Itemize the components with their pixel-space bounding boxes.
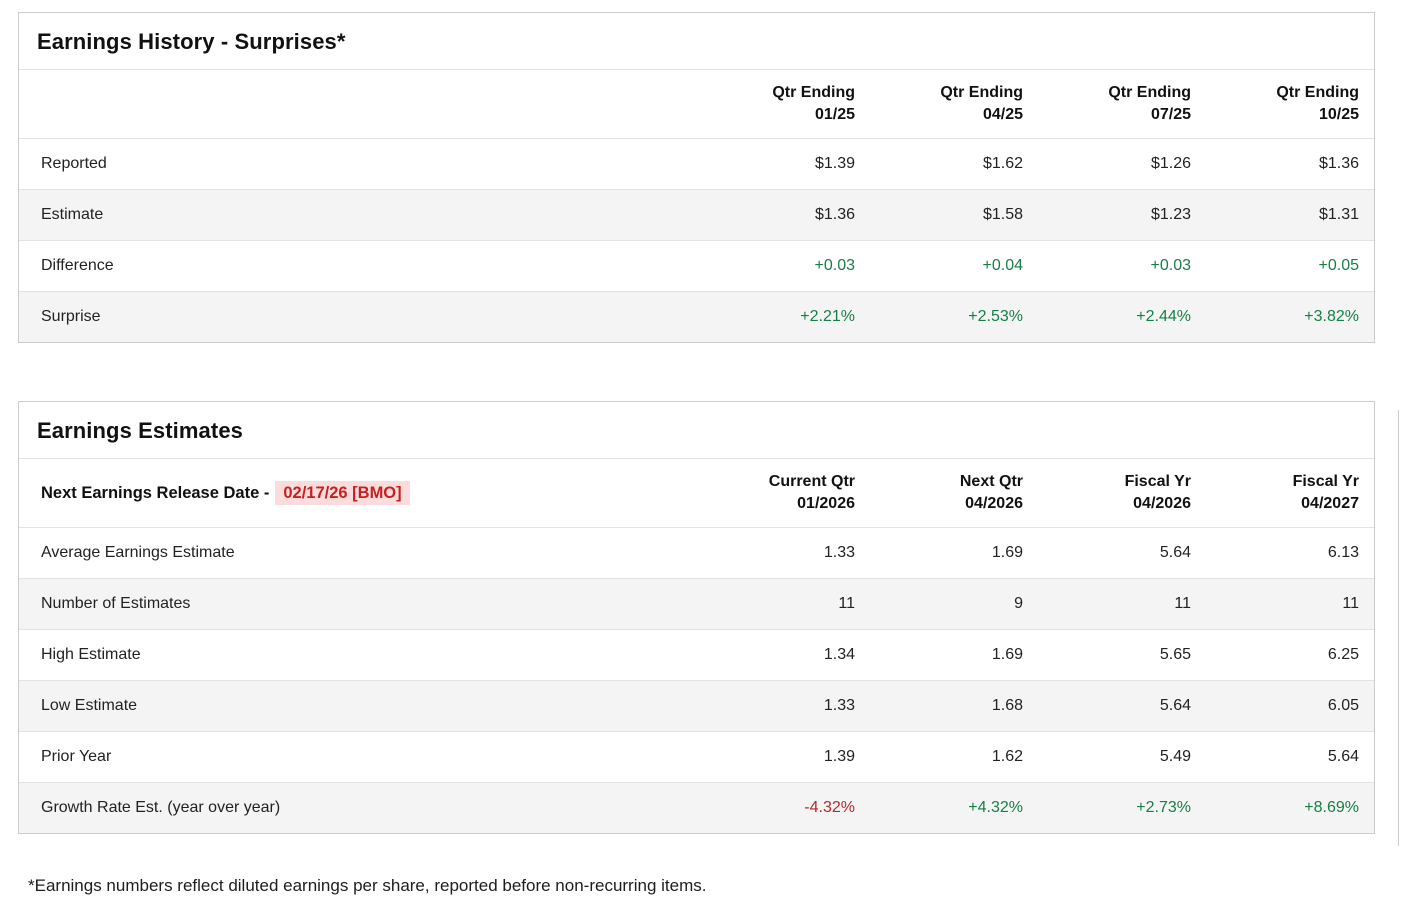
row-label: Number of Estimates — [19, 578, 702, 630]
value-cell: 1.69 — [870, 527, 1038, 579]
value-cell: 11 — [702, 578, 870, 630]
row-label: Growth Rate Est. (year over year) — [19, 782, 702, 834]
value-cell: +0.03 — [1038, 240, 1206, 292]
row-label: Low Estimate — [19, 680, 702, 732]
column-header: Next Qtr 04/2026 — [870, 458, 1038, 528]
value-cell: $1.58 — [870, 189, 1038, 241]
value-cell: 11 — [1206, 578, 1374, 630]
row-label: Reported — [19, 138, 702, 190]
value-cell: 5.65 — [1038, 629, 1206, 681]
row-label: Surprise — [19, 291, 702, 343]
table-row-reported: Reported $1.39 $1.62 $1.26 $1.36 — [19, 138, 1374, 190]
column-header: Fiscal Yr 04/2027 — [1206, 458, 1374, 528]
column-header: Qtr Ending 04/25 — [870, 68, 1038, 139]
earnings-history-title: Earnings History - Surprises* — [37, 29, 346, 54]
next-earnings-release: Next Earnings Release Date - 02/17/26 [BM… — [19, 458, 702, 528]
earnings-footnote: *Earnings numbers reflect diluted earnin… — [28, 876, 707, 896]
value-cell: -4.32% — [702, 782, 870, 834]
value-cell: 5.64 — [1038, 527, 1206, 579]
row-label: Average Earnings Estimate — [19, 527, 702, 579]
value-cell: 1.33 — [702, 680, 870, 732]
value-cell: $1.26 — [1038, 138, 1206, 190]
value-cell: $1.23 — [1038, 189, 1206, 241]
row-label: High Estimate — [19, 629, 702, 681]
value-cell: +4.32% — [870, 782, 1038, 834]
value-cell: 1.34 — [702, 629, 870, 681]
earnings-estimates-table: Next Earnings Release Date - 02/17/26 [BM… — [19, 458, 1374, 834]
value-cell: 1.68 — [870, 680, 1038, 732]
earnings-estimates-title: Earnings Estimates — [37, 418, 243, 444]
value-cell: +0.03 — [702, 240, 870, 292]
value-cell: 6.13 — [1206, 527, 1374, 579]
history-header-row: Qtr Ending 01/25 Qtr Ending 04/25 Qtr En… — [19, 68, 1374, 139]
value-cell: 9 — [870, 578, 1038, 630]
row-label: Estimate — [19, 189, 702, 241]
value-cell: $1.39 — [702, 138, 870, 190]
value-cell: +2.53% — [870, 291, 1038, 343]
page: Earnings History - Surprises* Qtr Ending… — [0, 12, 1407, 903]
row-label: Prior Year — [19, 731, 702, 783]
value-cell: +2.73% — [1038, 782, 1206, 834]
value-cell: 1.62 — [870, 731, 1038, 783]
table-row-high-estimate: High Estimate 1.34 1.69 5.65 6.25 — [19, 629, 1374, 681]
value-cell: +2.44% — [1038, 291, 1206, 343]
row-label: Difference — [19, 240, 702, 292]
value-cell: $1.36 — [1206, 138, 1374, 190]
value-cell: $1.36 — [702, 189, 870, 241]
table-row-difference: Difference +0.03 +0.04 +0.03 +0.05 — [19, 240, 1374, 292]
column-header: Qtr Ending 01/25 — [702, 68, 870, 139]
table-row-low-estimate: Low Estimate 1.33 1.68 5.64 6.05 — [19, 680, 1374, 732]
earnings-history-panel: Earnings History - Surprises* Qtr Ending… — [18, 12, 1375, 344]
adjacent-panel-fragment — [1398, 410, 1399, 846]
estimates-header-row: Next Earnings Release Date - 02/17/26 [BM… — [19, 458, 1374, 528]
table-row-average-estimate: Average Earnings Estimate 1.33 1.69 5.64… — [19, 527, 1374, 579]
value-cell: 11 — [1038, 578, 1206, 630]
table-row-prior-year: Prior Year 1.39 1.62 5.49 5.64 — [19, 731, 1374, 783]
earnings-estimates-panel: Earnings Estimates Next Earnings Release… — [18, 401, 1375, 835]
value-cell: +8.69% — [1206, 782, 1374, 834]
value-cell: +3.82% — [1206, 291, 1374, 343]
value-cell: +0.04 — [870, 240, 1038, 292]
table-row-growth-rate: Growth Rate Est. (year over year) -4.32%… — [19, 782, 1374, 834]
value-cell: 6.05 — [1206, 680, 1374, 732]
value-cell: +2.21% — [702, 291, 870, 343]
value-cell: 5.64 — [1038, 680, 1206, 732]
column-header: Current Qtr 01/2026 — [702, 458, 870, 528]
value-cell: $1.62 — [870, 138, 1038, 190]
value-cell: 5.49 — [1038, 731, 1206, 783]
release-date-value: 02/17/26 [BMO] — [275, 480, 410, 505]
release-date-label: Next Earnings Release Date - — [41, 483, 270, 502]
value-cell: 1.33 — [702, 527, 870, 579]
column-header: Qtr Ending 10/25 — [1206, 68, 1374, 139]
value-cell: 6.25 — [1206, 629, 1374, 681]
value-cell: 1.69 — [870, 629, 1038, 681]
column-header: Fiscal Yr 04/2026 — [1038, 458, 1206, 528]
value-cell: $1.31 — [1206, 189, 1374, 241]
column-header: Qtr Ending 07/25 — [1038, 68, 1206, 139]
history-header-spacer — [19, 68, 702, 139]
table-row-estimate: Estimate $1.36 $1.58 $1.23 $1.31 — [19, 189, 1374, 241]
value-cell: 1.39 — [702, 731, 870, 783]
value-cell: 5.64 — [1206, 731, 1374, 783]
value-cell: +0.05 — [1206, 240, 1374, 292]
earnings-history-table: Qtr Ending 01/25 Qtr Ending 04/25 Qtr En… — [19, 68, 1374, 343]
table-row-number-of-estimates: Number of Estimates 11 9 11 11 — [19, 578, 1374, 630]
table-row-surprise: Surprise +2.21% +2.53% +2.44% +3.82% — [19, 291, 1374, 343]
